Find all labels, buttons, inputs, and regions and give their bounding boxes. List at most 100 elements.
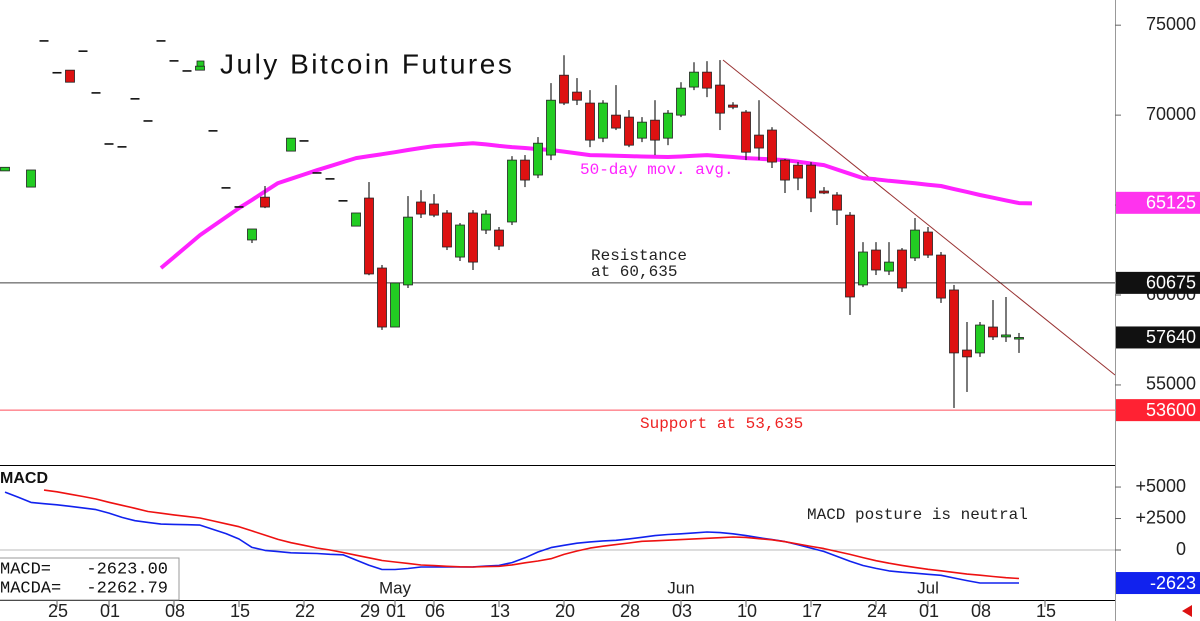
price-marker-label: 60675 — [1146, 273, 1196, 293]
candle-body — [975, 324, 985, 354]
x-tick-label: 22 — [295, 601, 315, 621]
x-tick-label: 10 — [737, 601, 757, 621]
candle-body — [325, 178, 335, 180]
y-tick-label: 0 — [1176, 539, 1186, 559]
panel-title: MACD — [0, 470, 48, 487]
candle-body — [455, 224, 465, 258]
candle-body — [819, 190, 829, 194]
macd-line — [43, 489, 1020, 580]
candle-body — [195, 65, 205, 71]
moving-average-line — [159, 141, 1033, 270]
resistance-note: at 60,635 — [591, 263, 677, 281]
price-marker-label: 53600 — [1146, 400, 1196, 420]
x-tick-label: 06 — [425, 601, 445, 621]
candle-body — [884, 261, 894, 272]
support-note: Support at 53,635 — [640, 415, 803, 433]
price-marker — [1116, 191, 1200, 214]
readout-value: -2262.79 — [86, 579, 168, 598]
y-tick-label: 70000 — [1146, 104, 1196, 124]
candle-body — [0, 166, 10, 172]
candle-body — [39, 40, 49, 42]
month-label: May — [379, 578, 412, 597]
candle-body — [949, 289, 959, 354]
candle-body — [52, 71, 62, 74]
candle-body — [559, 74, 569, 104]
y-tick-label: 75000 — [1146, 14, 1196, 34]
x-tick-label: 15 — [1036, 601, 1056, 621]
candle-body — [416, 201, 426, 215]
candle-body — [429, 203, 439, 216]
candle-body — [390, 282, 400, 328]
candle-body — [533, 142, 543, 176]
candle-body — [767, 129, 777, 163]
x-tick-label: 28 — [620, 601, 640, 621]
candle-body — [221, 187, 231, 189]
price-marker — [1116, 271, 1200, 294]
candle-body — [1014, 337, 1024, 340]
candle-body — [598, 102, 608, 139]
candle-body — [910, 229, 920, 259]
price-marker — [1116, 572, 1200, 595]
readout-box — [0, 557, 180, 601]
y-tick-label: +5000 — [1135, 476, 1186, 496]
x-tick-label: 03 — [672, 601, 692, 621]
x-tick-label: 20 — [555, 601, 575, 621]
macd-line — [4, 491, 1019, 584]
candle-body — [26, 169, 36, 188]
candle-body — [364, 197, 374, 275]
candle-body — [585, 102, 595, 141]
candle-body — [260, 196, 270, 208]
candle-body — [286, 137, 296, 152]
series-label: 50-day mov. avg. — [580, 161, 734, 179]
x-tick-label: 01 — [100, 601, 120, 621]
candle-body — [858, 251, 868, 286]
candle-body — [715, 84, 725, 114]
candle-body — [676, 87, 686, 116]
candle-body — [182, 70, 192, 72]
chart-title: July Bitcoin Futures — [220, 48, 514, 79]
candle-body — [442, 212, 452, 248]
y-tick-label: 55000 — [1146, 374, 1196, 394]
x-tick-label: 01 — [386, 601, 406, 621]
x-tick-label: 24 — [867, 601, 887, 621]
price-marker — [1116, 399, 1200, 422]
candle-body — [520, 159, 530, 181]
month-label: Jun — [667, 578, 694, 597]
candle-body — [351, 212, 361, 227]
candle-body — [897, 249, 907, 289]
y-tick-label: +2500 — [1135, 507, 1186, 527]
candle-body — [663, 112, 673, 139]
candle-body — [91, 92, 101, 94]
candle-body — [780, 159, 790, 181]
candle-body — [611, 114, 621, 129]
candle-body — [806, 164, 816, 199]
readout-name: MACDA= — [0, 579, 61, 598]
x-tick-label: 13 — [490, 601, 510, 621]
candle-body — [637, 121, 647, 139]
x-tick-label: 15 — [230, 601, 250, 621]
scroll-arrow[interactable] — [1182, 605, 1192, 617]
candle-body — [312, 172, 322, 174]
candle-body — [793, 164, 803, 179]
macd-note: MACD posture is neutral — [807, 506, 1028, 524]
candle-body — [156, 40, 166, 42]
candle-body — [130, 98, 140, 100]
candle-body — [247, 228, 257, 241]
candle-body — [572, 91, 582, 101]
candle-body — [65, 69, 75, 83]
price-marker — [1116, 326, 1200, 349]
x-tick-label: 08 — [971, 601, 991, 621]
candle-body — [468, 212, 478, 263]
candle-body — [832, 194, 842, 211]
candle-body — [507, 159, 517, 223]
candle-body — [988, 326, 998, 338]
candle-body — [104, 143, 114, 145]
candle-body — [546, 99, 556, 156]
candle-body — [377, 267, 387, 328]
readout-value: -2623.00 — [86, 560, 168, 579]
candle-body — [962, 349, 972, 358]
candle-body — [845, 214, 855, 298]
